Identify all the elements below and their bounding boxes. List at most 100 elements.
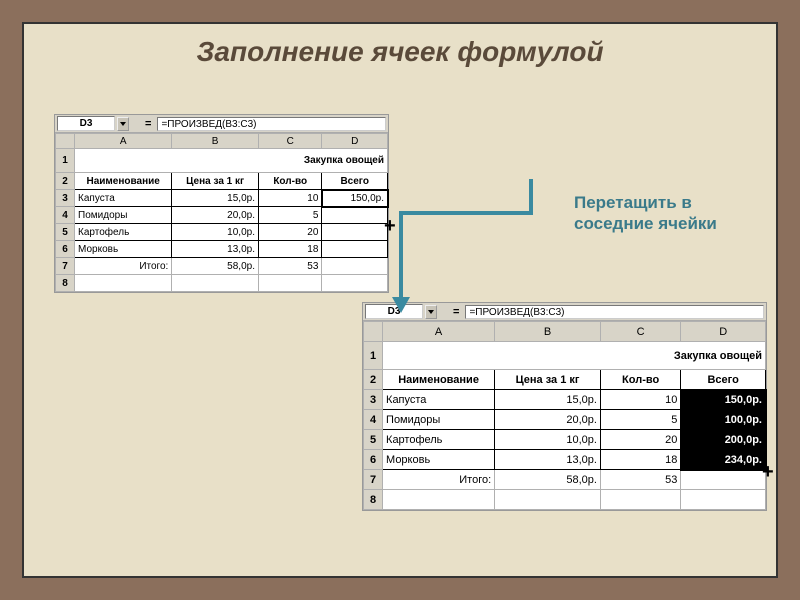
row-header[interactable]: 6 <box>364 450 383 470</box>
header-cell[interactable]: Цена за 1 кг <box>172 173 259 190</box>
row-header[interactable]: 8 <box>364 490 383 510</box>
cell-price[interactable]: 13,0р. <box>495 450 601 470</box>
col-header[interactable]: C <box>258 134 321 149</box>
data-row: 3Капуста15,0р.10150,0р. <box>56 190 388 207</box>
col-header[interactable]: D <box>322 134 388 149</box>
grid[interactable]: A B C D 1 Закупка овощей 2 Наименование … <box>55 133 388 292</box>
row-header[interactable]: 2 <box>364 370 383 390</box>
cell-total[interactable] <box>322 241 388 258</box>
row-header[interactable]: 2 <box>56 173 75 190</box>
row-header[interactable]: 3 <box>364 390 383 410</box>
cell-name[interactable]: Итого: <box>75 258 172 275</box>
name-box[interactable]: D3 <box>57 116 115 131</box>
header-cell[interactable]: Кол-во <box>600 370 680 390</box>
cell-price[interactable] <box>172 275 259 292</box>
row-header[interactable]: 7 <box>364 470 383 490</box>
data-row: 8 <box>56 275 388 292</box>
grid[interactable]: A B C D 1 Закупка овощей 2 Наименование … <box>363 321 766 510</box>
header-cell[interactable]: Наименование <box>75 173 172 190</box>
cell-name[interactable] <box>75 275 172 292</box>
header-cell[interactable]: Всего <box>322 173 388 190</box>
cell-name[interactable]: Морковь <box>75 241 172 258</box>
cell-qty[interactable]: 53 <box>258 258 321 275</box>
cell-name[interactable]: Капуста <box>383 390 495 410</box>
header-cell[interactable]: Наименование <box>383 370 495 390</box>
data-row: 7Итого:58,0р.53 <box>56 258 388 275</box>
cell-qty[interactable]: 18 <box>600 450 680 470</box>
cell-price[interactable]: 58,0р. <box>172 258 259 275</box>
row-header[interactable]: 7 <box>56 258 75 275</box>
col-header[interactable]: B <box>172 134 259 149</box>
cell-total[interactable] <box>322 258 388 275</box>
name-box-dropdown[interactable] <box>117 117 129 131</box>
row-header[interactable]: 6 <box>56 241 75 258</box>
cell-total[interactable] <box>322 275 388 292</box>
table-title[interactable]: Закупка овощей <box>75 149 388 173</box>
cell-total[interactable]: 200,0р. <box>681 430 766 450</box>
row-header[interactable]: 5 <box>364 430 383 450</box>
cell-qty[interactable]: 10 <box>258 190 321 207</box>
data-row: 7Итого:58,0р.53 <box>364 470 766 490</box>
cell-total[interactable]: 100,0р. <box>681 410 766 430</box>
cell-price[interactable]: 10,0р. <box>172 224 259 241</box>
data-row: 5Картофель10,0р.20 <box>56 224 388 241</box>
header-cell[interactable]: Кол-во <box>258 173 321 190</box>
cell-total[interactable]: 234,0р. <box>681 450 766 470</box>
cell-name[interactable]: Картофель <box>383 430 495 450</box>
cell-name[interactable]: Морковь <box>383 450 495 470</box>
slide-outer-frame: Заполнение ячеек формулой D3 = =ПРОИЗВЕД… <box>0 0 800 600</box>
cell-total[interactable] <box>681 470 766 490</box>
formula-input[interactable]: =ПРОИЗВЕД(B3:C3) <box>157 117 386 131</box>
cell-name[interactable]: Капуста <box>75 190 172 207</box>
drag-arrow <box>386 169 546 329</box>
cell-qty[interactable]: 5 <box>258 207 321 224</box>
col-header[interactable]: C <box>600 322 680 342</box>
cell-total[interactable] <box>322 224 388 241</box>
cell-qty[interactable]: 5 <box>600 410 680 430</box>
cell-name[interactable]: Помидоры <box>383 410 495 430</box>
slide-title: Заполнение ячеек формулой <box>24 36 776 68</box>
row-header[interactable]: 5 <box>56 224 75 241</box>
data-row: 3Капуста15,0р.10150,0р. <box>364 390 766 410</box>
cell-qty[interactable]: 18 <box>258 241 321 258</box>
cell-qty[interactable]: 53 <box>600 470 680 490</box>
cell-total[interactable]: 150,0р. <box>322 190 388 207</box>
row-header[interactable]: 1 <box>364 342 383 370</box>
cell-total[interactable] <box>322 207 388 224</box>
cell-qty[interactable]: 20 <box>258 224 321 241</box>
header-cell[interactable]: Цена за 1 кг <box>495 370 601 390</box>
cell-total[interactable]: 150,0р. <box>681 390 766 410</box>
instruction-label: Перетащить в соседние ячейки <box>574 192 717 235</box>
row-header[interactable]: 4 <box>364 410 383 430</box>
corner-cell[interactable] <box>364 322 383 342</box>
cell-name[interactable]: Помидоры <box>75 207 172 224</box>
cell-total[interactable] <box>681 490 766 510</box>
cell-price[interactable]: 10,0р. <box>495 430 601 450</box>
row-header[interactable]: 4 <box>56 207 75 224</box>
cell-price[interactable]: 15,0р. <box>172 190 259 207</box>
cell-price[interactable]: 20,0р. <box>172 207 259 224</box>
cell-name[interactable]: Картофель <box>75 224 172 241</box>
col-header-row: A B C D <box>56 134 388 149</box>
cell-qty[interactable] <box>600 490 680 510</box>
cell-price[interactable]: 15,0р. <box>495 390 601 410</box>
cell-price[interactable]: 13,0р. <box>172 241 259 258</box>
header-cell[interactable]: Всего <box>681 370 766 390</box>
col-header[interactable]: D <box>681 322 766 342</box>
cell-qty[interactable]: 10 <box>600 390 680 410</box>
cell-price[interactable]: 20,0р. <box>495 410 601 430</box>
cell-qty[interactable]: 20 <box>600 430 680 450</box>
data-row: 6Морковь13,0р.18 <box>56 241 388 258</box>
row-header[interactable]: 8 <box>56 275 75 292</box>
cell-price[interactable] <box>495 490 601 510</box>
cell-name[interactable] <box>383 490 495 510</box>
col-header[interactable]: A <box>75 134 172 149</box>
cell-name[interactable]: Итого: <box>383 470 495 490</box>
corner-cell[interactable] <box>56 134 75 149</box>
row-header[interactable]: 3 <box>56 190 75 207</box>
table-title[interactable]: Закупка овощей <box>383 342 766 370</box>
cell-qty[interactable] <box>258 275 321 292</box>
cell-price[interactable]: 58,0р. <box>495 470 601 490</box>
slide-inner-frame: Заполнение ячеек формулой D3 = =ПРОИЗВЕД… <box>22 22 778 578</box>
row-header[interactable]: 1 <box>56 149 75 173</box>
